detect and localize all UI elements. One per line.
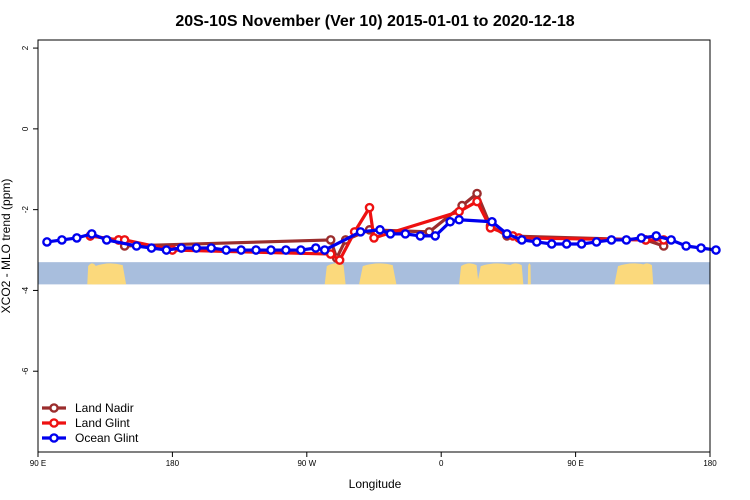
data-point-ocean-glint (72, 233, 82, 243)
legend-label: Ocean Glint (75, 431, 139, 445)
data-point-ocean-glint (531, 237, 542, 247)
land-segment (506, 263, 524, 285)
y-tick-label: -2 (21, 206, 30, 214)
data-point-ocean-glint (400, 229, 411, 239)
land-segment (91, 263, 127, 285)
y-tick-label: 0 (21, 126, 30, 131)
legend-item-land-glint: Land Glint (42, 416, 130, 430)
x-tick-label: 180 (703, 459, 717, 468)
series-ocean-glint (42, 214, 721, 255)
data-point-ocean-glint (445, 216, 455, 227)
data-point-land-glint (472, 196, 482, 207)
data-point-ocean-glint (502, 229, 512, 239)
data-point-ocean-glint (191, 243, 202, 253)
data-point-ocean-glint (266, 245, 276, 255)
data-point-ocean-glint (319, 245, 330, 255)
x-tick-label: 90 E (567, 459, 583, 468)
data-point-land-glint (364, 202, 375, 213)
x-tick-label: 90 W (297, 459, 316, 468)
legend-marker (49, 433, 59, 443)
data-point-ocean-glint (591, 237, 602, 247)
data-point-ocean-glint (355, 227, 366, 237)
data-point-ocean-glint (711, 245, 721, 255)
data-point-ocean-glint (454, 214, 464, 225)
x-axis-label: Longitude (349, 477, 402, 491)
data-point-ocean-glint (57, 235, 67, 245)
data-point-ocean-glint (561, 239, 572, 249)
data-point-ocean-glint (487, 216, 497, 227)
y-axis-label: XCO2 - MLO trend (ppm) (0, 179, 13, 314)
data-point-ocean-glint (86, 229, 97, 239)
data-point-land-glint (369, 233, 379, 243)
data-point-ocean-glint (206, 243, 217, 253)
data-point-ocean-glint (281, 245, 291, 255)
land-segment (359, 263, 397, 285)
land-ocean-band (38, 262, 710, 285)
land-segment (324, 263, 346, 285)
data-point-ocean-glint (546, 239, 557, 249)
axes: 90 E 180 90 W 0 90 E 180 2 0 -2 -4 -6 (21, 45, 717, 468)
legend-marker (49, 403, 59, 413)
legend-label: Land Glint (75, 416, 130, 430)
x-tick-label: 180 (166, 459, 180, 468)
data-point-ocean-glint (236, 245, 246, 255)
series-group (42, 188, 721, 265)
data-point-ocean-glint (101, 235, 112, 245)
x-tick-label: 0 (439, 459, 444, 468)
data-point-ocean-glint (146, 243, 157, 253)
y-tick-label: -6 (21, 367, 30, 375)
data-point-ocean-glint (696, 243, 706, 253)
data-point-ocean-glint (621, 235, 632, 245)
land-segment (477, 263, 515, 285)
data-point-ocean-glint (415, 231, 426, 241)
legend-label: Land Nadir (75, 401, 134, 415)
data-point-ocean-glint (666, 235, 676, 245)
data-point-ocean-glint (221, 245, 231, 255)
data-point-ocean-glint (310, 243, 321, 253)
data-point-ocean-glint (375, 225, 385, 235)
land-segment (527, 263, 531, 285)
chart-title: 20S-10S November (Ver 10) 2015-01-01 to … (175, 13, 574, 30)
data-point-ocean-glint (651, 231, 662, 241)
data-point-ocean-glint (517, 235, 527, 245)
data-point-land-glint (454, 206, 464, 217)
data-point-ocean-glint (176, 243, 187, 253)
legend-item-ocean-glint: Ocean Glint (42, 431, 139, 445)
data-point-ocean-glint (42, 237, 52, 247)
y-tick-label: -4 (21, 286, 30, 294)
data-point-land-nadir (472, 188, 482, 199)
data-point-ocean-glint (606, 235, 617, 245)
data-point-ocean-glint (251, 245, 261, 255)
data-point-ocean-glint (385, 229, 396, 239)
data-point-ocean-glint (681, 241, 691, 251)
data-point-land-nadir (325, 235, 336, 245)
data-point-ocean-glint (296, 245, 306, 255)
land-segment (459, 263, 479, 285)
legend-item-land-nadir: Land Nadir (42, 401, 134, 415)
legend-marker (49, 418, 59, 428)
land-segment (639, 263, 654, 285)
data-point-ocean-glint (131, 241, 142, 251)
data-point-ocean-glint (636, 233, 647, 243)
x-tick-label: 90 E (30, 459, 46, 468)
data-point-ocean-glint (161, 245, 172, 255)
data-point-land-glint (334, 255, 345, 265)
y-tick-label: 2 (21, 45, 30, 50)
data-point-ocean-glint (430, 231, 441, 241)
data-point-ocean-glint (576, 239, 587, 249)
plot-frame (37, 39, 711, 453)
